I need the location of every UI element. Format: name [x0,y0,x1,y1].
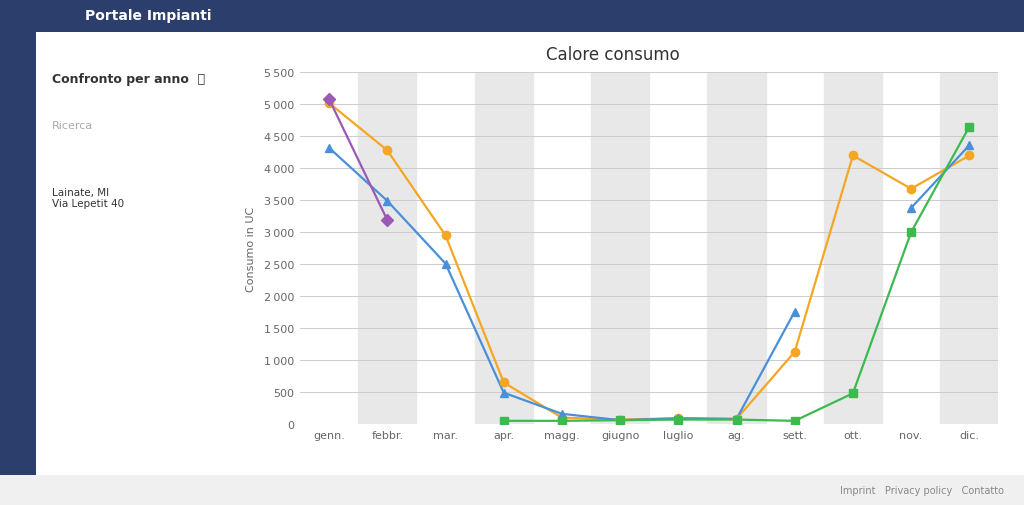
Bar [475,73,532,424]
Text: Calore consumo: Calore consumo [546,45,680,64]
Y-axis label: Consumo in UC: Consumo in UC [246,206,256,291]
Legend: 2014, 2015, 2016, 2017: 2014, 2015, 2016, 2017 [520,483,778,505]
Text: Portale Impianti: Portale Impianti [85,10,212,23]
Bar [708,73,766,424]
Bar [358,73,417,424]
Text: Ricerca: Ricerca [51,121,93,131]
Text: Imprint   Privacy policy   Contatto: Imprint Privacy policy Contatto [840,485,1004,495]
Text: Lainate, MI
Via Lepetit 40: Lainate, MI Via Lepetit 40 [51,187,124,209]
Bar [940,73,998,424]
Bar [591,73,649,424]
Text: Confronto per anno  ⓘ: Confronto per anno ⓘ [51,73,205,85]
Bar [823,73,882,424]
